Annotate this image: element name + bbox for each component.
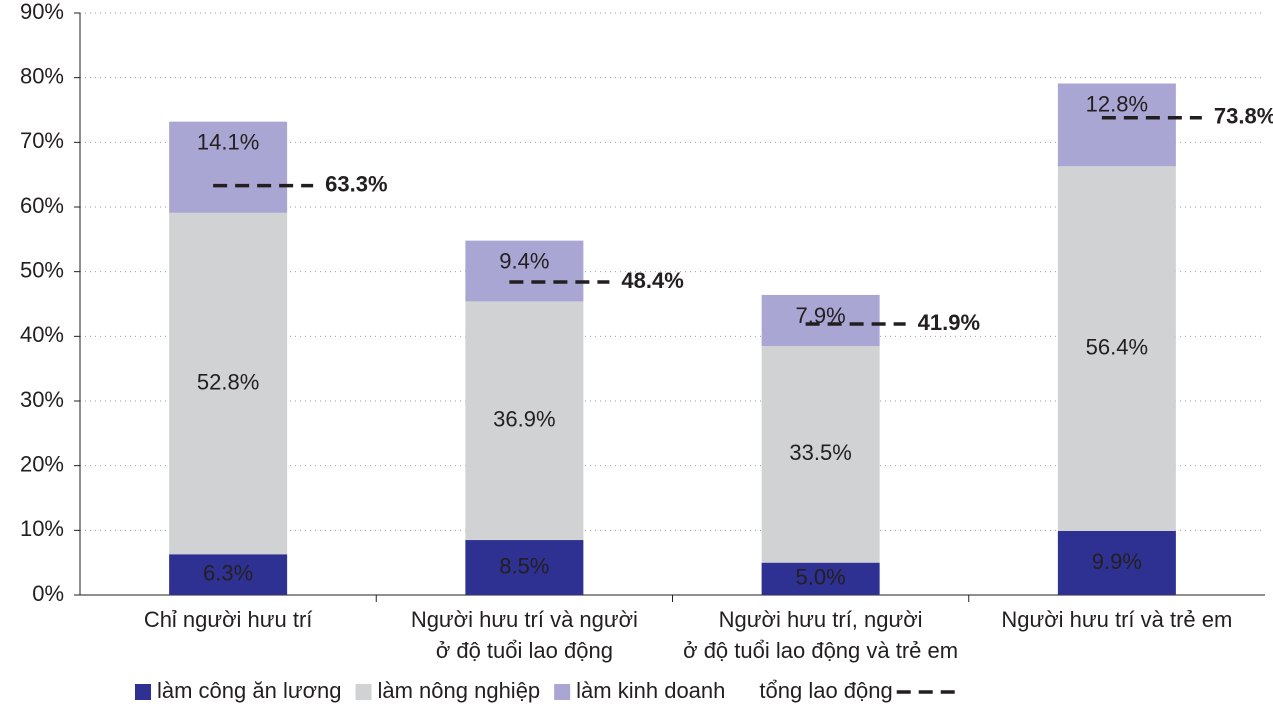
value-label: 52.8%	[197, 369, 259, 394]
value-label: 6.3%	[203, 560, 253, 585]
value-label: 36.9%	[493, 407, 555, 432]
legend-swatch	[135, 684, 151, 700]
y-tick-label: 50%	[20, 257, 64, 282]
legend-label: làm kinh doanh	[576, 678, 725, 703]
bar-segment	[169, 554, 288, 595]
value-label: 8.5%	[499, 553, 549, 578]
bar-segment	[465, 301, 584, 541]
y-tick-label: 30%	[20, 387, 64, 412]
x-tick-label: ở độ tuổi lao động và trẻ em	[683, 638, 958, 663]
bar-segment	[1057, 530, 1176, 595]
value-label: 9.4%	[499, 248, 549, 273]
bar-segment	[169, 212, 288, 555]
y-tick-label: 60%	[20, 193, 64, 218]
legend-swatch	[355, 684, 372, 700]
y-tick-label: 80%	[20, 63, 64, 88]
total-label: 48.4%	[621, 268, 683, 293]
bar-segment	[761, 294, 880, 347]
bar-segment	[761, 346, 880, 563]
y-tick-label: 10%	[20, 516, 64, 541]
bar-segment	[169, 121, 288, 213]
legend-label: tổng lao động	[759, 678, 892, 703]
y-tick-label: 20%	[20, 451, 64, 476]
x-tick-label: Người hưu trí, người	[719, 607, 923, 632]
value-label: 56.4%	[1086, 334, 1148, 359]
value-label: 12.8%	[1086, 91, 1148, 116]
y-tick-label: 90%	[20, 0, 64, 24]
total-label: 63.3%	[325, 171, 387, 196]
x-tick-label: Người hưu trí và người	[411, 607, 638, 632]
value-label: 5.0%	[796, 565, 846, 590]
total-label: 73.8%	[1214, 104, 1273, 129]
value-label: 33.5%	[789, 440, 851, 465]
bar-segment	[1057, 83, 1176, 167]
total-label: 41.9%	[918, 310, 980, 335]
value-label: 9.9%	[1092, 549, 1142, 574]
legend-swatch	[554, 684, 571, 700]
bar-segment	[1057, 166, 1176, 531]
value-label: 14.1%	[197, 129, 259, 154]
bar-segment	[465, 240, 584, 302]
legend-label: làm nông nghiệp	[377, 678, 540, 703]
bar-segment	[465, 540, 584, 595]
y-tick-label: 70%	[20, 128, 64, 153]
legend-label: làm công ăn lương	[157, 678, 341, 703]
y-tick-label: 0%	[32, 581, 64, 606]
x-tick-label: Người hưu trí và trẻ em	[1001, 607, 1232, 632]
bar-segment	[761, 562, 880, 595]
x-tick-label: ở độ tuổi lao động	[436, 638, 613, 663]
y-tick-label: 40%	[20, 322, 64, 347]
x-tick-label: Chỉ người hưu trí	[144, 607, 313, 632]
